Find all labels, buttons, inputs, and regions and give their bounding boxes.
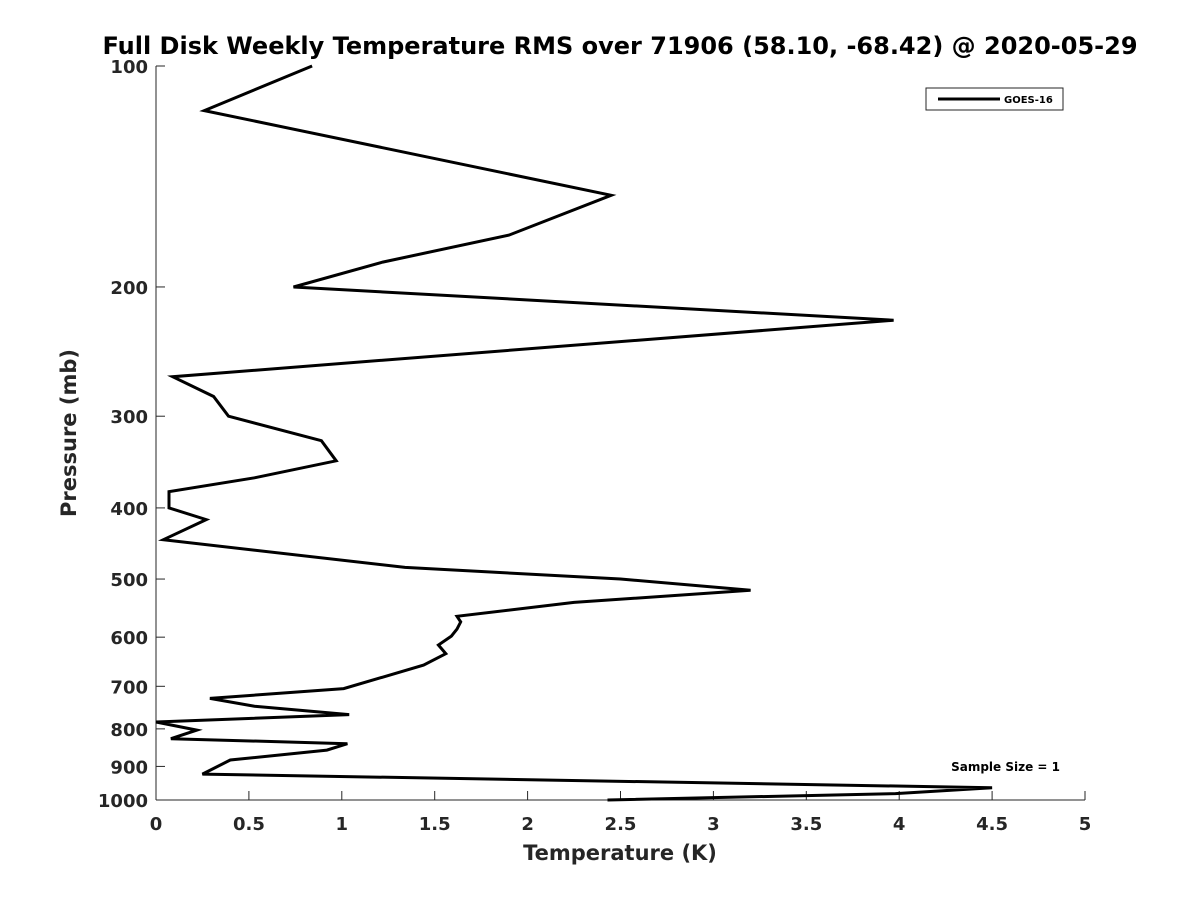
x-tick-label: 3: [707, 814, 720, 835]
x-tick-label: 2.5: [605, 814, 637, 835]
y-tick-label: 500: [110, 570, 148, 591]
x-tick-label: 5: [1079, 814, 1092, 835]
series-layer: [155, 64, 993, 802]
chart-title: Full Disk Weekly Temperature RMS over 71…: [102, 32, 1137, 60]
y-tick-label: 600: [110, 628, 148, 649]
y-tick-label: 400: [110, 499, 148, 520]
y-tick-label: 300: [110, 407, 148, 428]
x-tick-label: 3.5: [790, 814, 822, 835]
x-tick-label: 1.5: [419, 814, 451, 835]
series-line-goes-16: [155, 64, 993, 802]
x-tick-label: 0.5: [233, 814, 265, 835]
axes: 0 0.5 1 1.5 2 2.5 3 3.5 4 4.5 5 100 200 300 400 500 600 7…: [98, 57, 1091, 835]
x-tick-label: 2: [521, 814, 534, 835]
y-tick-label: 800: [110, 720, 148, 741]
x-tick-label: 4: [893, 814, 906, 835]
x-tick-label: 4.5: [976, 814, 1008, 835]
y-tick-label: 100: [110, 57, 148, 78]
x-axis-label: Temperature (K): [523, 841, 717, 865]
y-tick-label: 1000: [98, 791, 148, 812]
sample-size-annotation: Sample Size = 1: [951, 760, 1060, 774]
y-tick-label: 200: [110, 278, 148, 299]
x-tick-label: 0: [150, 814, 163, 835]
y-axis-label: Pressure (mb): [57, 349, 81, 517]
legend-label: GOES-16: [1004, 95, 1053, 106]
y-tick-label: 700: [110, 677, 148, 698]
x-tick-label: 1: [336, 814, 349, 835]
legend: GOES-16: [925, 87, 1064, 111]
y-tick-label: 900: [110, 757, 148, 778]
